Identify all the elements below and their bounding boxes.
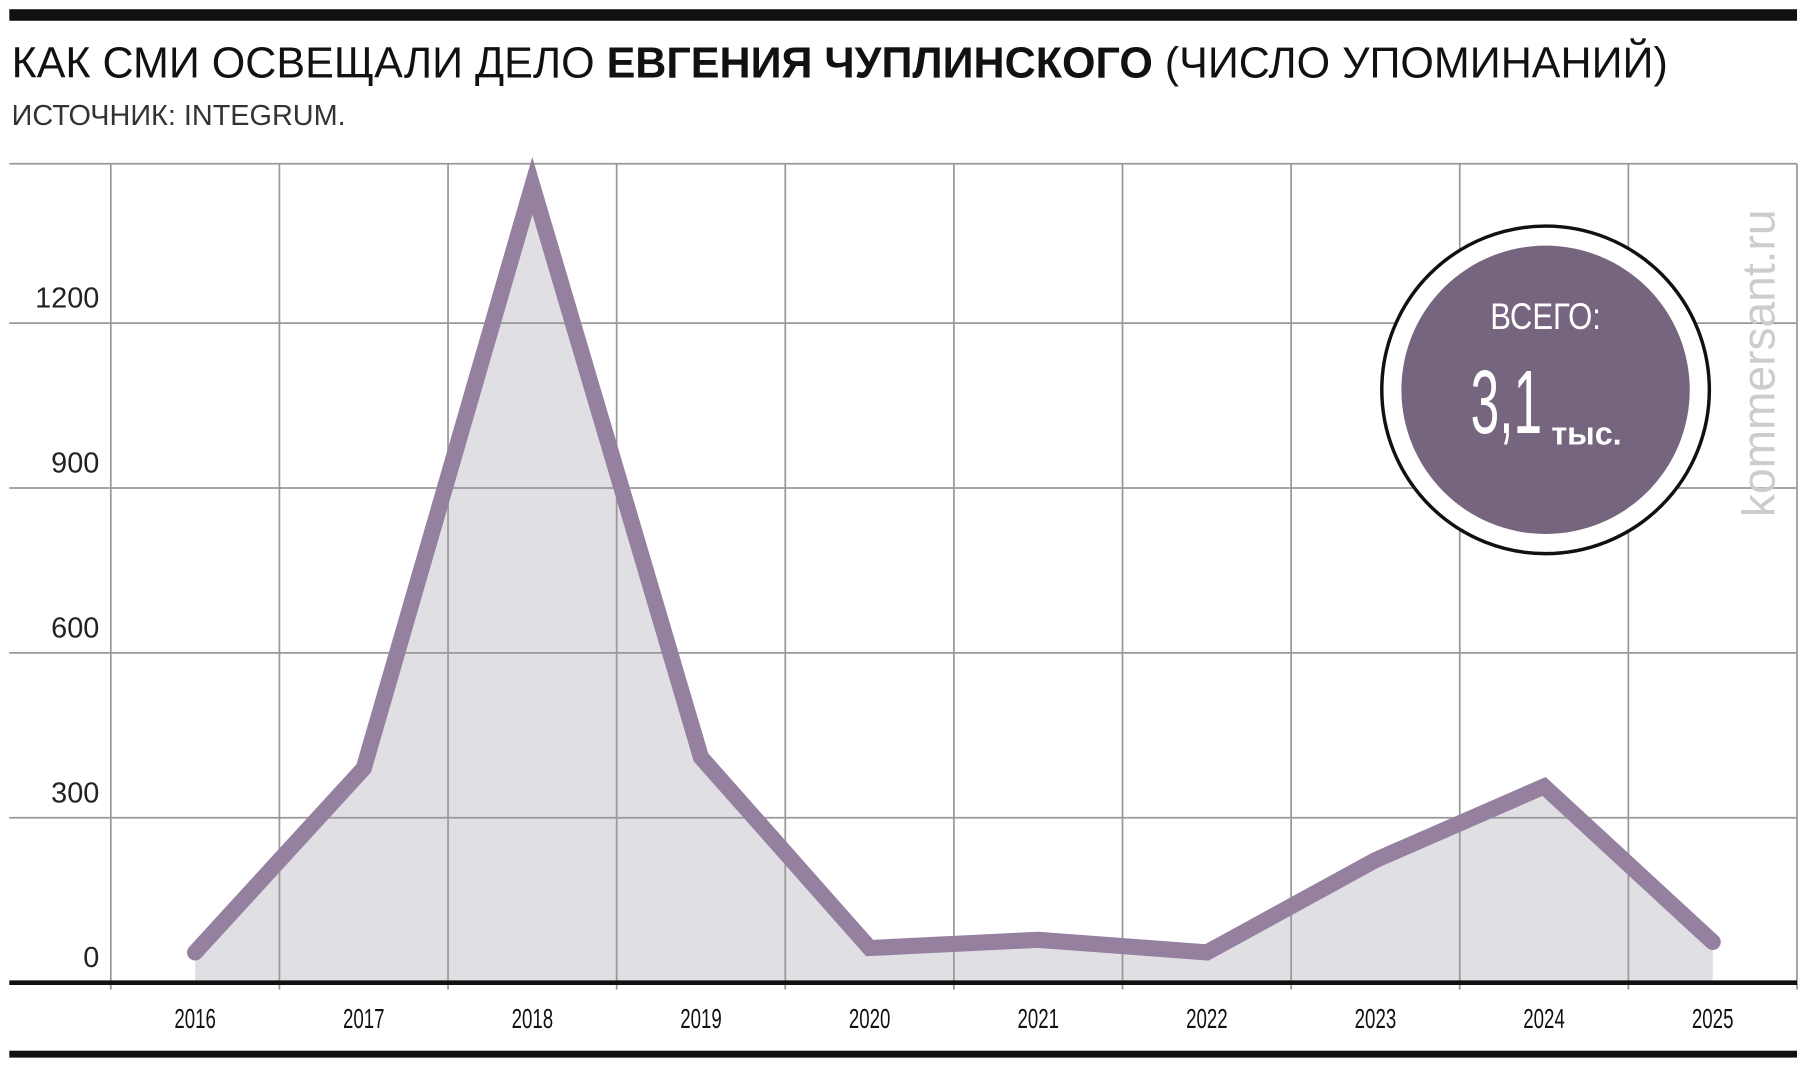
- subtitle: ИСТОЧНИК: INTEGRUM.: [12, 100, 346, 132]
- x-tick-label: 2021: [1017, 1003, 1059, 1034]
- title-part: ЕВГЕНИЯ ЧУПЛИНСКОГО: [607, 38, 1153, 87]
- badge-value: 3,1: [1471, 353, 1543, 453]
- chart-title: КАК СМИ ОСВЕЩАЛИ ДЕЛО ЕВГЕНИЯ ЧУПЛИНСКОГ…: [12, 36, 1668, 87]
- title-part: КАК СМИ ОСВЕЩАЛИ ДЕЛО: [12, 38, 595, 87]
- bottom-rule: [9, 1050, 1797, 1058]
- y-tick-label: 300: [51, 777, 99, 809]
- plot: 0 300 600 900 1200 2016 2017 2018 2019 2020 2021 20…: [9, 156, 1798, 1034]
- x-tick-label: 2025: [1692, 1003, 1734, 1034]
- line: [187, 156, 1721, 961]
- y-tick-label: 900: [51, 448, 99, 480]
- area: [195, 185, 1713, 983]
- badge-label: ВСЕГО:: [1490, 296, 1601, 337]
- x-tick-label: 2022: [1186, 1003, 1228, 1034]
- badge-unit: тыс.: [1551, 415, 1621, 451]
- x-tick-label: 2016: [174, 1003, 216, 1034]
- x-tick-label: 2019: [680, 1003, 722, 1034]
- title-part: (ЧИСЛО УПОМИНАНИЙ): [1165, 36, 1668, 87]
- y-tick-label: 600: [51, 612, 99, 644]
- x-tick-label: 2023: [1355, 1003, 1397, 1034]
- x-tick-label: 2020: [849, 1003, 891, 1034]
- x-tick-label: 2024: [1523, 1003, 1565, 1034]
- top-rule: [9, 9, 1797, 21]
- y-tick-label: 0: [83, 942, 99, 974]
- y-tick-label: 1200: [35, 283, 99, 315]
- watermark: kommersant.ru: [1733, 210, 1785, 518]
- x-tick-label: 2018: [512, 1003, 554, 1034]
- badge: [1401, 245, 1690, 534]
- x-tick-label: 2017: [343, 1003, 385, 1034]
